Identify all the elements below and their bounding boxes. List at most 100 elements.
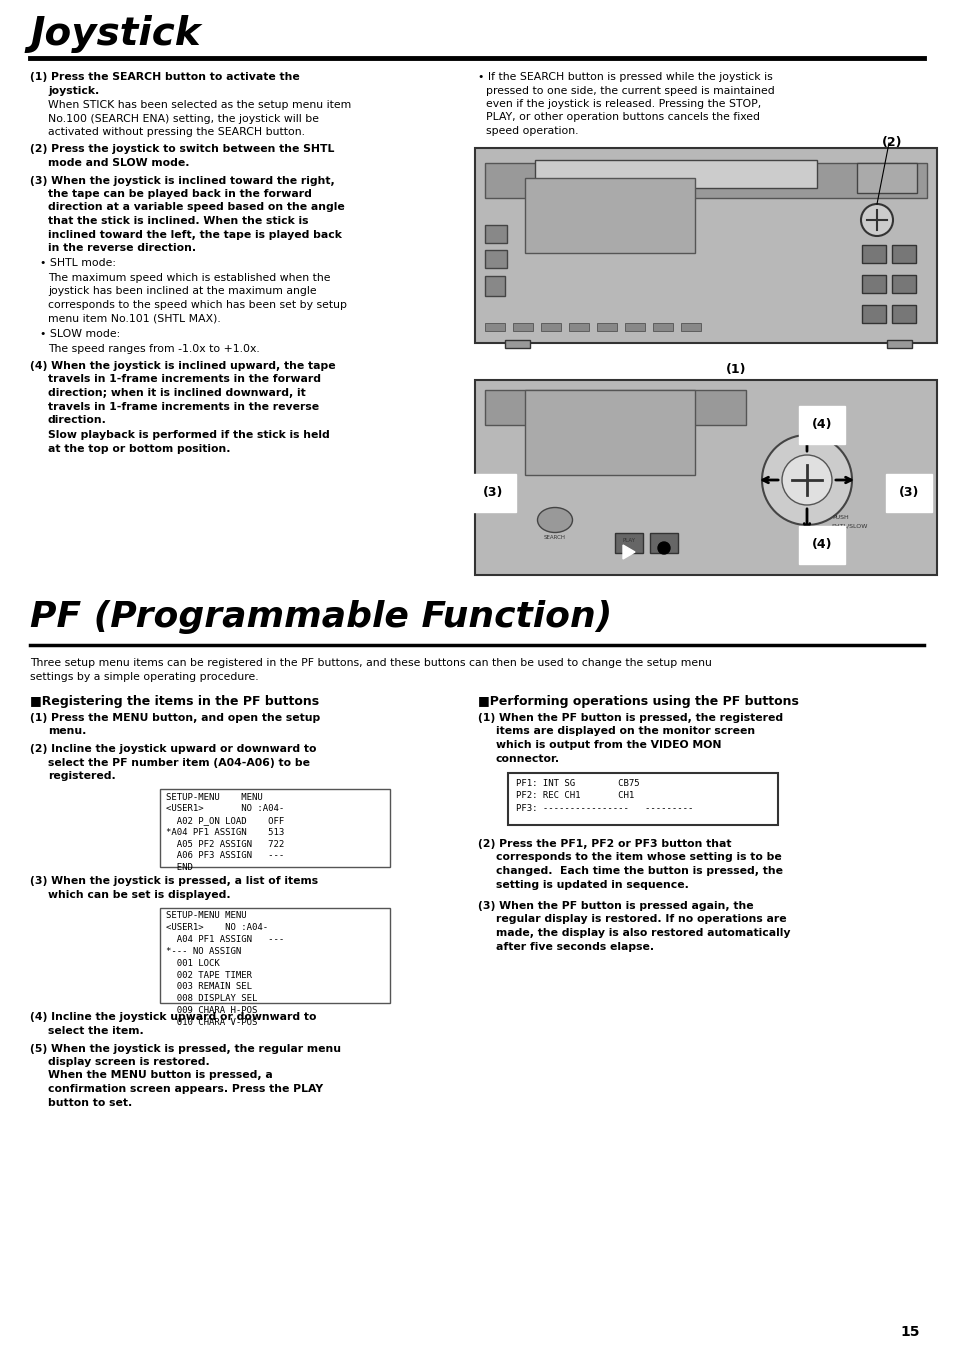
Text: ■Registering the items in the PF buttons: ■Registering the items in the PF buttons (30, 695, 319, 708)
Text: direction at a variable speed based on the angle: direction at a variable speed based on t… (48, 202, 344, 213)
Ellipse shape (537, 507, 572, 533)
Text: (2) Press the joystick to switch between the SHTL: (2) Press the joystick to switch between… (30, 144, 334, 155)
Text: the tape can be played back in the forward: the tape can be played back in the forwa… (48, 189, 312, 200)
Text: setting is updated in sequence.: setting is updated in sequence. (496, 880, 688, 889)
Bar (862, 275, 885, 293)
Text: which is output from the VIDEO MON: which is output from the VIDEO MON (496, 741, 720, 750)
Text: at the top or bottom position.: at the top or bottom position. (48, 444, 231, 455)
Bar (886, 340, 911, 348)
Text: PLAY: PLAY (622, 538, 635, 544)
Text: (3): (3) (482, 486, 503, 499)
Circle shape (761, 434, 851, 525)
Bar (535, 161, 816, 188)
Text: Three setup menu items can be registered in the PF buttons, and these buttons ca: Three setup menu items can be registered… (30, 658, 711, 668)
Bar (891, 305, 915, 322)
Text: select the item.: select the item. (48, 1027, 144, 1036)
Text: items are displayed on the monitor screen: items are displayed on the monitor scree… (496, 727, 755, 737)
Text: joystick.: joystick. (48, 85, 99, 96)
Circle shape (781, 455, 831, 505)
Text: When the MENU button is pressed, a: When the MENU button is pressed, a (48, 1071, 273, 1081)
Bar (160, 789, 390, 866)
Text: that the stick is inclined. When the stick is: that the stick is inclined. When the sti… (48, 216, 308, 227)
Text: (3): (3) (898, 486, 919, 499)
Circle shape (658, 542, 669, 554)
Text: • SHTL mode:: • SHTL mode: (40, 259, 116, 268)
Text: Slow playback is performed if the stick is held: Slow playback is performed if the stick … (48, 430, 330, 441)
Text: (4): (4) (811, 418, 832, 430)
Text: which can be set is displayed.: which can be set is displayed. (48, 890, 231, 900)
Text: menu.: menu. (48, 727, 87, 737)
Bar (891, 275, 915, 293)
Text: Joystick: Joystick (30, 15, 200, 53)
Text: direction; when it is inclined downward, it: direction; when it is inclined downward,… (48, 389, 305, 398)
Text: (1) Press the MENU button, and open the setup: (1) Press the MENU button, and open the … (30, 714, 320, 723)
Text: (4) When the joystick is inclined upward, the tape: (4) When the joystick is inclined upward… (30, 362, 335, 371)
Text: (2): (2) (882, 136, 902, 148)
Text: in the reverse direction.: in the reverse direction. (48, 243, 196, 254)
Text: menu item No.101 (SHTL MAX).: menu item No.101 (SHTL MAX). (48, 313, 220, 324)
Text: ■Performing operations using the PF buttons: ■Performing operations using the PF butt… (477, 695, 798, 708)
Text: (3) When the joystick is inclined toward the right,: (3) When the joystick is inclined toward… (30, 175, 335, 186)
Text: PF (Programmable Function): PF (Programmable Function) (30, 600, 612, 634)
Text: (3) When the joystick is pressed, a list of items: (3) When the joystick is pressed, a list… (30, 877, 317, 886)
Text: pressed to one side, the current speed is maintained: pressed to one side, the current speed i… (485, 85, 774, 96)
Polygon shape (622, 545, 635, 558)
Text: SETUP-MENU MENU
<USER1>    NO :A04-
  A04 PF1 ASSIGN   ---
*--- NO ASSIGN
  001 : SETUP-MENU MENU <USER1> NO :A04- A04 PF1… (166, 912, 284, 1027)
Bar (680, 322, 700, 331)
Text: button to set.: button to set. (48, 1098, 132, 1108)
Text: PUSH: PUSH (831, 515, 848, 519)
Text: (2) Press the PF1, PF2 or PF3 button that: (2) Press the PF1, PF2 or PF3 button tha… (477, 839, 731, 849)
Text: activated without pressing the SEARCH button.: activated without pressing the SEARCH bu… (48, 127, 305, 138)
Text: (4) Incline the joystick upward or downward to: (4) Incline the joystick upward or downw… (30, 1013, 316, 1023)
Text: SEARCH: SEARCH (543, 536, 565, 540)
Text: mode and SLOW mode.: mode and SLOW mode. (48, 158, 190, 169)
Text: The speed ranges from -1.0x to +1.0x.: The speed ranges from -1.0x to +1.0x. (48, 344, 259, 353)
Bar (856, 163, 916, 193)
Text: (2) Incline the joystick upward or downward to: (2) Incline the joystick upward or downw… (30, 745, 316, 754)
Text: When STICK has been selected as the setup menu item: When STICK has been selected as the setu… (48, 100, 351, 111)
Bar (504, 340, 530, 348)
Bar (891, 246, 915, 263)
Bar (484, 225, 506, 243)
Bar (615, 533, 642, 553)
Text: regular display is restored. If no operations are: regular display is restored. If no opera… (496, 915, 786, 924)
Bar (540, 322, 560, 331)
Text: display screen is restored.: display screen is restored. (48, 1058, 210, 1067)
Bar (484, 250, 506, 268)
Text: (5) When the joystick is pressed, the regular menu: (5) When the joystick is pressed, the re… (30, 1044, 340, 1054)
Bar (507, 773, 778, 826)
Text: (1) Press the SEARCH button to activate the: (1) Press the SEARCH button to activate … (30, 71, 299, 82)
Text: direction.: direction. (48, 415, 107, 425)
Bar (524, 390, 695, 475)
Bar (624, 322, 644, 331)
Text: (4): (4) (811, 538, 832, 550)
Bar (568, 322, 588, 331)
Text: even if the joystick is released. Pressing the STOP,: even if the joystick is released. Pressi… (485, 98, 760, 109)
Text: inclined toward the left, the tape is played back: inclined toward the left, the tape is pl… (48, 229, 341, 240)
Bar (597, 322, 617, 331)
Text: (3) When the PF button is pressed again, the: (3) When the PF button is pressed again,… (477, 901, 753, 911)
Text: corresponds to the item whose setting is to be: corresponds to the item whose setting is… (496, 853, 781, 862)
Bar (475, 148, 936, 343)
Bar (649, 533, 678, 553)
Bar (652, 322, 672, 331)
Bar (862, 246, 885, 263)
Bar (862, 305, 885, 322)
Text: joystick has been inclined at the maximum angle: joystick has been inclined at the maximu… (48, 286, 316, 297)
Bar (484, 277, 504, 295)
Bar (484, 322, 504, 331)
Text: after five seconds elapse.: after five seconds elapse. (496, 942, 654, 951)
Bar (475, 380, 936, 575)
Text: travels in 1-frame increments in the forward: travels in 1-frame increments in the for… (48, 375, 320, 384)
Text: speed operation.: speed operation. (485, 125, 578, 136)
Text: registered.: registered. (48, 772, 115, 781)
Text: connector.: connector. (496, 754, 559, 764)
Text: (1) When the PF button is pressed, the registered: (1) When the PF button is pressed, the r… (477, 714, 782, 723)
Bar (484, 390, 745, 425)
Text: corresponds to the speed which has been set by setup: corresponds to the speed which has been … (48, 299, 347, 310)
Bar (160, 908, 390, 1002)
Text: SHTL/SLOW: SHTL/SLOW (831, 523, 867, 527)
Text: made, the display is also restored automatically: made, the display is also restored autom… (496, 928, 790, 938)
Circle shape (861, 204, 892, 236)
Text: confirmation screen appears. Press the PLAY: confirmation screen appears. Press the P… (48, 1085, 323, 1094)
